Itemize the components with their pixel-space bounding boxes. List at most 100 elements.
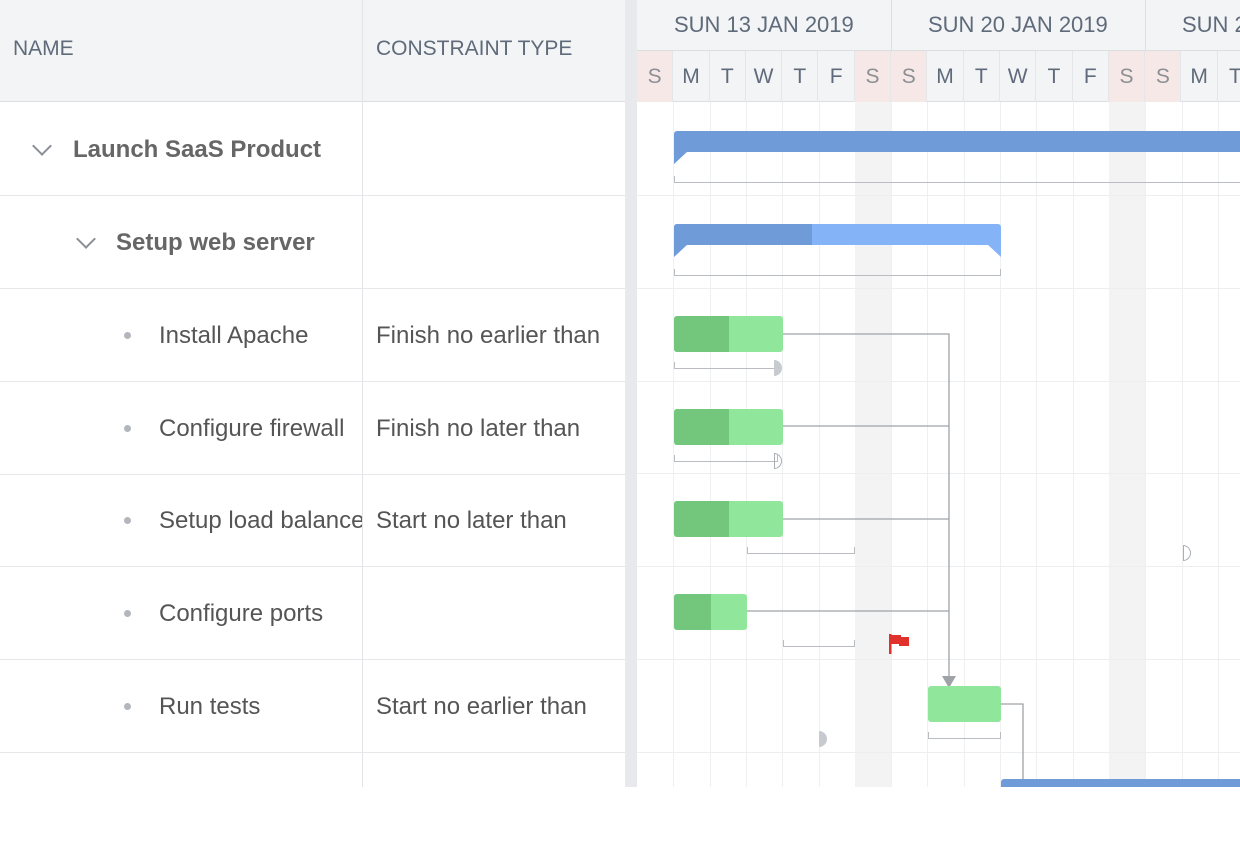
day-gridline	[782, 102, 784, 787]
summary-bar-launch-saas[interactable]	[674, 131, 1240, 152]
grid-header: NAME CONSTRAINT TYPE	[0, 0, 625, 102]
task-constraint: Start no later than	[376, 507, 567, 534]
task-bar-setup-load-balancer[interactable]	[674, 501, 783, 537]
task-row-setup-web-server[interactable]: Setup web server	[0, 196, 625, 289]
bullet-icon	[124, 425, 131, 432]
task-row-empty[interactable]	[0, 753, 625, 846]
summary-bar-end-left	[674, 151, 688, 164]
task-row-launch-saas[interactable]: Launch SaaS Product	[0, 103, 625, 196]
day-cell: F	[1073, 51, 1109, 102]
day-cell: T	[1036, 51, 1073, 102]
day-gridline	[1036, 102, 1038, 787]
week-divider	[891, 0, 892, 50]
task-row-configure-ports[interactable]: Configure ports	[0, 567, 625, 660]
week-label: SUN 20 JAN 2019	[928, 12, 1108, 37]
column-divider[interactable]	[362, 0, 363, 787]
task-name: Run tests	[159, 693, 261, 720]
summary-bar-end-left	[674, 244, 688, 257]
task-bar-configure-firewall[interactable]	[674, 409, 783, 445]
day-gridline	[1000, 102, 1001, 787]
day-cell: S	[1145, 51, 1182, 102]
day-cell: M	[927, 51, 964, 102]
day-gridline	[1181, 102, 1183, 787]
day-cell: F	[819, 51, 855, 102]
bullet-icon	[124, 517, 131, 524]
task-name: Install Apache	[159, 322, 309, 349]
task-constraint: Finish no later than	[376, 415, 581, 442]
week-divider	[1145, 0, 1146, 50]
summary-bar-setup-web-server[interactable]	[674, 224, 1001, 245]
week-label: SUN 2	[1182, 12, 1240, 37]
task-bar-install-apache[interactable]	[674, 316, 783, 352]
flag-icon[interactable]	[887, 632, 911, 656]
task-bar-progress	[674, 594, 711, 630]
task-bar-progress	[674, 409, 729, 445]
task-bar-progress	[674, 501, 729, 537]
constraint-marker	[819, 731, 827, 747]
day-gridline	[963, 102, 965, 787]
gantt-chart[interactable]: SUN 13 JAN 2019 SUN 20 JAN 2019 SUN 2 SM…	[637, 0, 1240, 787]
task-grid: NAME CONSTRAINT TYPE Launch SaaS Product…	[0, 0, 625, 787]
baseline-bracket	[674, 176, 1240, 183]
day-gridline	[1072, 102, 1074, 787]
task-constraint: Start no earlier than	[376, 693, 587, 720]
day-cell: S	[637, 51, 674, 102]
summary-bar-progress	[674, 224, 812, 245]
task-name: Configure ports	[159, 600, 324, 627]
row-separator	[637, 473, 1240, 474]
weekend-band	[854, 102, 892, 787]
day-cell: S	[854, 51, 892, 102]
day-cell: M	[1182, 51, 1218, 102]
task-name: Setup load balancer	[159, 507, 362, 534]
task-row-install-apache[interactable]: Install Apache Finish no earlier than	[0, 289, 625, 382]
day-gridline	[818, 102, 820, 787]
summary-bar-next[interactable]	[1001, 779, 1240, 787]
day-gridline	[891, 102, 893, 787]
week-label: SUN 13 JAN 2019	[674, 12, 854, 37]
dependency-lines	[746, 333, 1024, 787]
day-cell: T	[964, 51, 1000, 102]
baseline-bracket	[783, 640, 855, 647]
row-separator	[637, 288, 1240, 289]
task-constraint: Finish no earlier than	[376, 322, 601, 349]
bullet-icon	[124, 332, 131, 339]
grid-splitter[interactable]	[625, 0, 637, 787]
chevron-down-icon[interactable]	[32, 136, 52, 156]
bullet-icon	[124, 610, 131, 617]
task-name: Setup web server	[116, 229, 315, 256]
task-row-run-tests[interactable]: Run tests Start no earlier than	[0, 660, 625, 753]
chevron-down-icon[interactable]	[76, 229, 96, 249]
task-row-setup-load-balancer[interactable]: Setup load balancer Start no later than	[0, 474, 625, 567]
task-name: Launch SaaS Product	[73, 136, 322, 163]
day-cell: W	[746, 51, 783, 102]
day-cell: S	[1108, 51, 1146, 102]
column-header-constraint-type[interactable]: CONSTRAINT TYPE	[376, 37, 573, 60]
row-separator	[637, 566, 1240, 567]
day-gridline	[673, 102, 675, 787]
row-separator	[637, 195, 1240, 196]
day-cell: S	[891, 51, 928, 102]
summary-bar-end-right	[987, 244, 1001, 257]
task-row-configure-firewall[interactable]: Configure firewall Finish no later than	[0, 382, 625, 475]
day-gridline	[1145, 102, 1147, 787]
weekend-band	[1108, 102, 1146, 787]
task-bar-run-tests[interactable]	[928, 686, 1001, 722]
day-cell: W	[1000, 51, 1037, 102]
baseline-bracket	[747, 547, 855, 554]
timeline-header: SUN 13 JAN 2019 SUN 20 JAN 2019 SUN 2 SM…	[637, 0, 1240, 102]
day-cell: T	[782, 51, 819, 102]
day-cell: M	[673, 51, 710, 102]
baseline-bracket	[928, 732, 1001, 739]
day-gridline	[927, 102, 929, 787]
row-separator	[637, 752, 1240, 753]
task-bar-configure-ports[interactable]	[674, 594, 747, 630]
day-cell: T	[1218, 51, 1240, 102]
task-bar-progress	[674, 316, 729, 352]
day-cell: T	[710, 51, 746, 102]
baseline-bracket	[674, 269, 1001, 276]
day-gridline	[1217, 102, 1219, 787]
column-header-name[interactable]: NAME	[13, 37, 74, 60]
row-separator	[637, 381, 1240, 382]
task-name: Configure firewall	[159, 415, 345, 442]
